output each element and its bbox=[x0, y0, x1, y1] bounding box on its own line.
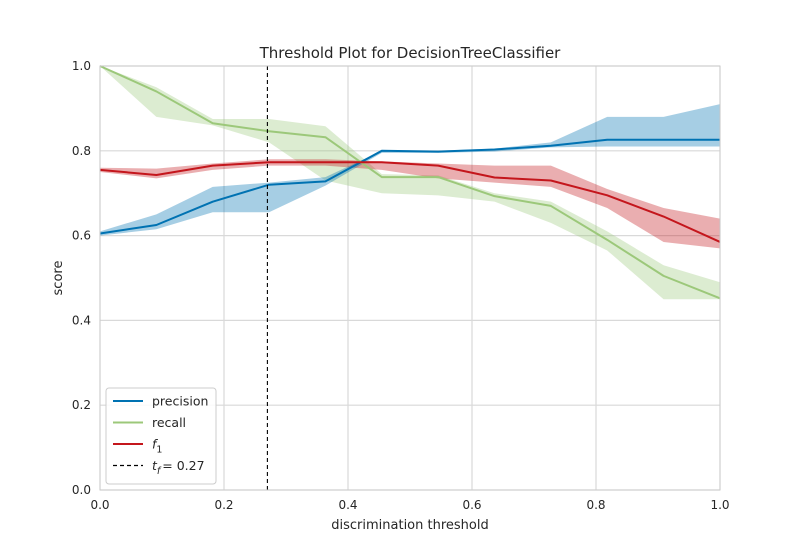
y-tick-label: 1.0 bbox=[72, 59, 91, 73]
legend-label-sub: 1 bbox=[156, 445, 162, 456]
line-precision bbox=[99, 138, 720, 235]
y-tick-label: 0.0 bbox=[72, 483, 91, 497]
x-axis-label: discrimination threshold bbox=[331, 518, 488, 533]
band-f1 bbox=[100, 159, 720, 249]
legend-label-2: f1 bbox=[152, 437, 162, 456]
y-axis-label: score bbox=[51, 261, 66, 296]
series-lines bbox=[99, 65, 721, 300]
x-tick-label: 0.4 bbox=[338, 498, 357, 512]
line-recall bbox=[99, 65, 721, 300]
legend-label-main: f bbox=[152, 437, 158, 452]
x-tick-labels: 0.0 0.2 0.4 0.6 0.8 1.0 bbox=[90, 498, 729, 512]
x-tick-label: 1.0 bbox=[710, 498, 729, 512]
x-tick-label: 0.8 bbox=[586, 498, 605, 512]
y-tick-label: 0.2 bbox=[72, 398, 91, 412]
legend-box bbox=[105, 387, 217, 485]
band-recall bbox=[100, 66, 720, 300]
legend-label-main: precision bbox=[152, 394, 208, 409]
legend-label-3: tf = 0.27 bbox=[152, 458, 205, 477]
legend-label-main: t bbox=[152, 458, 158, 473]
x-tick-label: 0.6 bbox=[462, 498, 481, 512]
confidence-bands bbox=[100, 66, 720, 300]
line-f1 bbox=[99, 161, 721, 243]
y-tick-labels: 0.0 0.2 0.4 0.6 0.8 1.0 bbox=[72, 59, 91, 497]
band-precision bbox=[100, 104, 720, 236]
legend-label-0: precision bbox=[152, 394, 208, 409]
y-tick-label: 0.4 bbox=[72, 313, 91, 327]
x-tick-label: 0.0 bbox=[90, 498, 109, 512]
y-tick-label: 0.6 bbox=[72, 229, 91, 243]
y-tick-label: 0.8 bbox=[72, 144, 91, 158]
plot-frame bbox=[99, 65, 721, 491]
legend-label-1: recall bbox=[152, 415, 186, 430]
x-tick-label: 0.2 bbox=[214, 498, 233, 512]
legend-label-sub: f bbox=[157, 466, 162, 477]
legend-label-suffix: = 0.27 bbox=[162, 458, 204, 473]
legend-label-main: recall bbox=[152, 415, 186, 430]
chart-title: Threshold Plot for DecisionTreeClassifie… bbox=[259, 44, 562, 62]
